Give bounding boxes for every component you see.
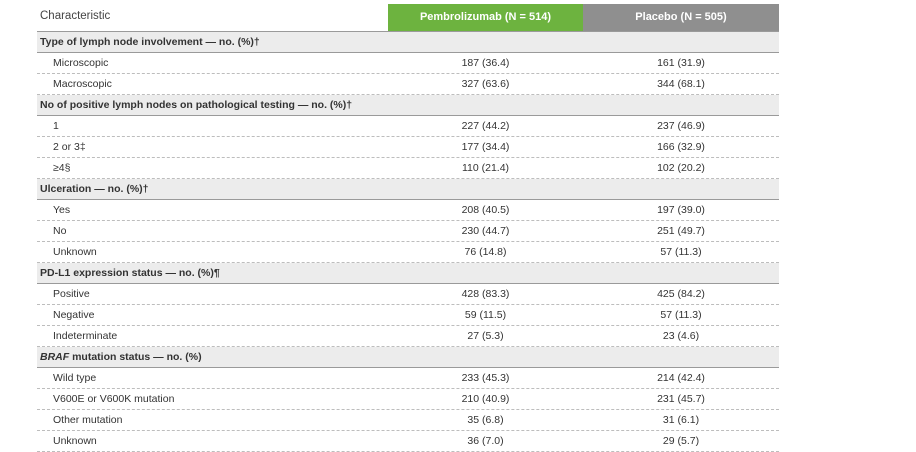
section-title-text: No of positive lymph nodes on pathologic… — [40, 99, 353, 111]
placebo-value: 214 (42.4) — [657, 372, 705, 384]
pembrolizumab-value: 230 (44.7) — [461, 225, 510, 237]
section-header-row: PD-L1 expression status — no. (%)¶ — [37, 263, 779, 284]
section-title-text: mutation status — no. (%) — [69, 351, 202, 363]
pembrolizumab-value: 76 (14.8) — [464, 246, 507, 258]
row-label: Microscopic — [53, 57, 109, 69]
row-label: Yes — [53, 204, 71, 216]
characteristic-header: Characteristic — [40, 10, 111, 22]
pembrolizumab-value: 233 (45.3) — [461, 372, 510, 384]
table-row: Indeterminate 27 (5.3) 23 (4.6) — [37, 326, 779, 347]
table-row: No 230 (44.7) 251 (49.7) — [37, 221, 779, 242]
placebo-value: 197 (39.0) — [657, 204, 705, 216]
section-header-row: Ulceration — no. (%)† — [37, 179, 779, 200]
placebo-value: 23 (4.6) — [662, 330, 700, 342]
row-label: Positive — [53, 288, 90, 300]
table-row: Wild type 233 (45.3) 214 (42.4) — [37, 368, 779, 389]
placebo-value: 31 (6.1) — [662, 414, 700, 426]
row-label: V600E or V600K mutation — [53, 393, 175, 405]
row-label: Wild type — [53, 372, 97, 384]
pembrolizumab-value: 208 (40.5) — [461, 204, 510, 216]
section-title-italic: BRAF — [40, 351, 70, 363]
table-row: Other mutation 35 (6.8) 31 (6.1) — [37, 410, 779, 431]
table-row: 2 or 3‡ 177 (34.4) 166 (32.9) — [37, 137, 779, 158]
pembrolizumab-value: 27 (5.3) — [467, 330, 504, 342]
row-label: Macroscopic — [53, 78, 112, 90]
placebo-value: 57 (11.3) — [660, 246, 702, 258]
row-label: Unknown — [53, 435, 97, 447]
section-title-text: Type of lymph node involvement — no. (%)… — [40, 36, 260, 48]
placebo-value: 166 (32.9) — [657, 141, 705, 153]
row-label: ≥4§ — [53, 162, 71, 174]
baseline-characteristics-table: Characteristic Pembrolizumab (N = 514) P… — [37, 4, 779, 452]
placebo-value: 231 (45.7) — [657, 393, 705, 405]
section-title: Ulceration — no. (%)† — [40, 183, 149, 195]
table-body: Type of lymph node involvement — no. (%)… — [37, 32, 779, 452]
pembrolizumab-column-header: Pembrolizumab (N = 514) — [388, 4, 583, 31]
table-row: ≥4§ 110 (21.4) 102 (20.2) — [37, 158, 779, 179]
section-title-text: Ulceration — no. (%)† — [40, 183, 149, 195]
placebo-value: 425 (84.2) — [657, 288, 705, 300]
section-title: No of positive lymph nodes on pathologic… — [40, 99, 352, 111]
row-label: 1 — [53, 120, 59, 132]
table-row: Positive 428 (83.3) 425 (84.2) — [37, 284, 779, 305]
table-row: Microscopic 187 (36.4) 161 (31.9) — [37, 53, 779, 74]
placebo-value: 102 (20.2) — [657, 162, 705, 174]
row-label: Other mutation — [53, 414, 123, 426]
section-header-row: Type of lymph node involvement — no. (%)… — [37, 32, 779, 53]
row-label: Indeterminate — [53, 330, 118, 342]
table-row: Yes 208 (40.5) 197 (39.0) — [37, 200, 779, 221]
pembrolizumab-value: 187 (36.4) — [461, 57, 510, 69]
section-title-text: PD-L1 expression status — no. (%)¶ — [40, 267, 220, 279]
pembrolizumab-value: 59 (11.5) — [464, 309, 507, 321]
table-row: Negative 59 (11.5) 57 (11.3) — [37, 305, 779, 326]
table-header: Characteristic Pembrolizumab (N = 514) P… — [37, 4, 779, 32]
pembrolizumab-value: 210 (40.9) — [461, 393, 510, 405]
placebo-value: 251 (49.7) — [657, 225, 705, 237]
placebo-value: 57 (11.3) — [660, 309, 702, 321]
section-title: PD-L1 expression status — no. (%)¶ — [40, 267, 220, 279]
pembrolizumab-value: 35 (6.8) — [467, 414, 504, 426]
row-label: Negative — [53, 309, 95, 321]
placebo-value: 29 (5.7) — [662, 435, 700, 447]
pembrolizumab-value: 428 (83.3) — [461, 288, 510, 300]
placebo-value: 344 (68.1) — [657, 78, 705, 90]
table-row: Unknown 76 (14.8) 57 (11.3) — [37, 242, 779, 263]
row-label: No — [53, 225, 67, 237]
table-row: Macroscopic 327 (63.6) 344 (68.1) — [37, 74, 779, 95]
section-title: BRAF mutation status — no. (%) — [40, 351, 202, 363]
placebo-value: 161 (31.9) — [657, 57, 705, 69]
section-title: Type of lymph node involvement — no. (%)… — [40, 36, 260, 48]
table-row: V600E or V600K mutation 210 (40.9) 231 (45… — [37, 389, 779, 410]
placebo-value: 237 (46.9) — [657, 120, 705, 132]
pembrolizumab-value: 327 (63.6) — [461, 78, 510, 90]
pembrolizumab-value: 177 (34.4) — [461, 141, 510, 153]
section-header-row: No of positive lymph nodes on pathologic… — [37, 95, 779, 116]
pembrolizumab-value: 36 (7.0) — [467, 435, 504, 447]
pembrolizumab-value: 110 (21.4) — [461, 162, 510, 174]
placebo-column-header: Placebo (N = 505) — [583, 4, 779, 31]
section-header-row: BRAF mutation status — no. (%) — [37, 347, 779, 368]
row-label: 2 or 3‡ — [53, 141, 86, 153]
table-row: Unknown 36 (7.0) 29 (5.7) — [37, 431, 779, 452]
pembrolizumab-value: 227 (44.2) — [461, 120, 510, 132]
table-row: 1 227 (44.2) 237 (46.9) — [37, 116, 779, 137]
row-label: Unknown — [53, 246, 97, 258]
